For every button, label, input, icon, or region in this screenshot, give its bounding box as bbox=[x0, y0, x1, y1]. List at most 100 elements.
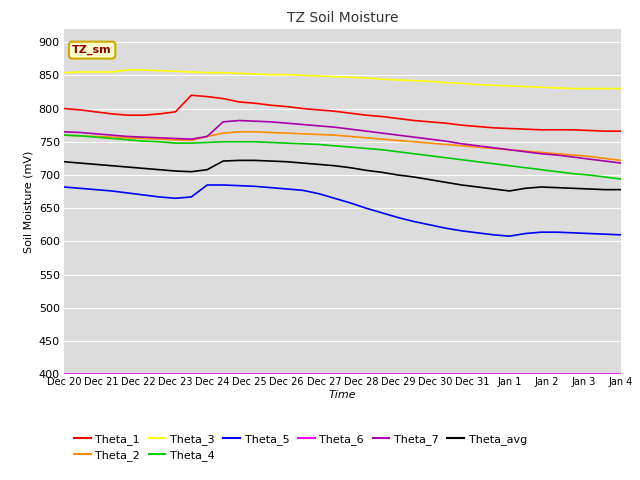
Theta_2 bbox=[108, 134, 116, 140]
Theta_2 bbox=[442, 142, 450, 147]
Theta_5 bbox=[92, 187, 100, 192]
Legend: Theta_1, Theta_2, Theta_3, Theta_4, Theta_5, Theta_6, Theta_7, Theta_avg: Theta_1, Theta_2, Theta_3, Theta_4, Thet… bbox=[70, 429, 531, 466]
Theta_7 bbox=[506, 147, 513, 153]
Theta_5 bbox=[315, 191, 323, 196]
Theta_5 bbox=[76, 185, 84, 191]
Theta_avg bbox=[506, 188, 513, 194]
Theta_1 bbox=[474, 124, 481, 130]
Theta_3 bbox=[188, 69, 195, 75]
Theta_5 bbox=[458, 228, 465, 234]
Theta_avg bbox=[331, 163, 339, 168]
Theta_1 bbox=[283, 104, 291, 109]
Theta_7 bbox=[251, 118, 259, 124]
Theta_1 bbox=[172, 109, 179, 115]
Theta_avg bbox=[538, 184, 545, 190]
Theta_2 bbox=[410, 139, 418, 144]
Theta_3 bbox=[474, 82, 481, 87]
Theta_5 bbox=[601, 231, 609, 237]
Line: Theta_1: Theta_1 bbox=[64, 95, 621, 131]
Theta_5 bbox=[124, 190, 131, 196]
Theta_1 bbox=[188, 92, 195, 98]
Theta_6 bbox=[458, 372, 465, 377]
Theta_1 bbox=[220, 96, 227, 101]
Theta_4 bbox=[124, 137, 131, 143]
Theta_2 bbox=[522, 148, 529, 154]
Theta_6 bbox=[442, 372, 450, 377]
Theta_7 bbox=[140, 134, 147, 140]
Theta_7 bbox=[522, 149, 529, 155]
Theta_3 bbox=[283, 72, 291, 78]
Theta_3 bbox=[394, 77, 402, 83]
Line: Theta_avg: Theta_avg bbox=[64, 160, 621, 191]
Theta_1 bbox=[251, 100, 259, 106]
Theta_1 bbox=[506, 126, 513, 132]
Theta_2 bbox=[220, 130, 227, 136]
Theta_7 bbox=[378, 130, 386, 136]
Theta_7 bbox=[426, 136, 434, 142]
Theta_4 bbox=[617, 176, 625, 182]
Theta_1 bbox=[410, 118, 418, 123]
Theta_7 bbox=[601, 158, 609, 164]
Theta_2 bbox=[362, 135, 370, 141]
Theta_2 bbox=[506, 147, 513, 153]
Theta_5 bbox=[538, 229, 545, 235]
Theta_2 bbox=[490, 145, 497, 151]
Theta_1 bbox=[267, 102, 275, 108]
Theta_4 bbox=[315, 142, 323, 147]
Theta_avg bbox=[251, 157, 259, 163]
Theta_avg bbox=[474, 184, 481, 190]
Theta_1 bbox=[378, 114, 386, 120]
Theta_6 bbox=[474, 372, 481, 377]
Theta_avg bbox=[108, 163, 116, 168]
Theta_avg bbox=[617, 187, 625, 192]
Theta_5 bbox=[394, 215, 402, 220]
Theta_avg bbox=[188, 169, 195, 175]
Theta_4 bbox=[506, 163, 513, 168]
Theta_avg bbox=[124, 164, 131, 170]
Theta_2 bbox=[426, 140, 434, 146]
Theta_2 bbox=[378, 136, 386, 142]
Theta_6 bbox=[76, 372, 84, 377]
Theta_avg bbox=[458, 182, 465, 188]
Theta_1 bbox=[569, 127, 577, 132]
Theta_2 bbox=[283, 130, 291, 136]
Theta_3 bbox=[410, 78, 418, 84]
Theta_3 bbox=[601, 86, 609, 92]
Theta_7 bbox=[299, 121, 307, 127]
Theta_7 bbox=[156, 135, 163, 141]
Theta_avg bbox=[490, 186, 497, 192]
Theta_1 bbox=[315, 107, 323, 113]
Theta_2 bbox=[617, 157, 625, 163]
Theta_3 bbox=[124, 67, 131, 73]
Theta_6 bbox=[331, 372, 339, 377]
Theta_2 bbox=[569, 152, 577, 158]
Theta_avg bbox=[220, 158, 227, 164]
Theta_4 bbox=[76, 133, 84, 139]
Theta_1 bbox=[92, 109, 100, 115]
Theta_6 bbox=[108, 372, 116, 377]
Theta_7 bbox=[108, 132, 116, 138]
Theta_5 bbox=[506, 233, 513, 239]
Theta_7 bbox=[76, 130, 84, 135]
Theta_7 bbox=[204, 133, 211, 139]
Theta_3 bbox=[378, 76, 386, 82]
Theta_5 bbox=[235, 183, 243, 189]
Theta_4 bbox=[394, 149, 402, 155]
Theta_4 bbox=[378, 147, 386, 153]
Theta_1 bbox=[108, 111, 116, 117]
Theta_4 bbox=[601, 174, 609, 180]
Theta_1 bbox=[617, 128, 625, 134]
Theta_5 bbox=[267, 185, 275, 191]
Theta_3 bbox=[204, 70, 211, 75]
Theta_1 bbox=[362, 112, 370, 118]
Theta_5 bbox=[378, 210, 386, 216]
Theta_1 bbox=[442, 120, 450, 126]
Theta_6 bbox=[362, 372, 370, 377]
Theta_5 bbox=[617, 232, 625, 238]
Theta_6 bbox=[506, 372, 513, 377]
Theta_1 bbox=[394, 116, 402, 121]
Theta_6 bbox=[601, 372, 609, 377]
Theta_4 bbox=[569, 171, 577, 177]
Theta_avg bbox=[362, 168, 370, 173]
Theta_4 bbox=[235, 139, 243, 144]
